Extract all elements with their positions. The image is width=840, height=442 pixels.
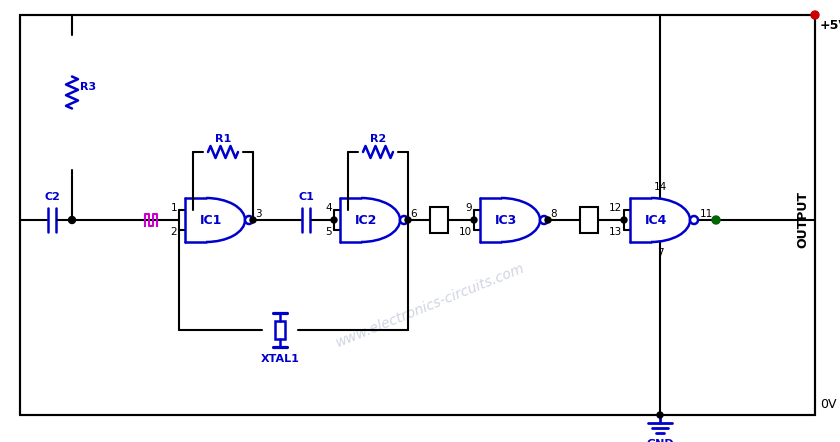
Text: 6: 6 bbox=[410, 209, 417, 219]
Text: R1: R1 bbox=[215, 134, 231, 144]
Text: IC3: IC3 bbox=[495, 213, 517, 226]
Text: R2: R2 bbox=[370, 134, 386, 144]
Text: 12: 12 bbox=[609, 203, 622, 213]
Circle shape bbox=[405, 217, 411, 223]
Circle shape bbox=[712, 216, 720, 224]
Circle shape bbox=[690, 216, 698, 224]
Text: 13: 13 bbox=[609, 227, 622, 237]
Text: 10: 10 bbox=[459, 227, 472, 237]
Text: 11: 11 bbox=[700, 209, 713, 219]
Circle shape bbox=[69, 217, 76, 224]
Circle shape bbox=[540, 216, 548, 224]
Text: 0V: 0V bbox=[820, 398, 837, 411]
Text: 3: 3 bbox=[255, 209, 261, 219]
Text: 4: 4 bbox=[325, 203, 332, 213]
Circle shape bbox=[331, 217, 337, 223]
Text: IC4: IC4 bbox=[645, 213, 667, 226]
Bar bbox=[275, 321, 285, 339]
Circle shape bbox=[250, 217, 256, 223]
Text: 7: 7 bbox=[657, 248, 664, 258]
Bar bbox=[580, 207, 598, 233]
Text: R3: R3 bbox=[80, 83, 96, 92]
Text: C2: C2 bbox=[44, 192, 60, 202]
Circle shape bbox=[621, 217, 627, 223]
Text: +5V: +5V bbox=[820, 19, 840, 32]
Text: XTAL1: XTAL1 bbox=[260, 354, 299, 364]
Text: 2: 2 bbox=[171, 227, 177, 237]
Text: C1: C1 bbox=[298, 192, 314, 202]
Circle shape bbox=[471, 217, 477, 223]
Text: OUTPUT: OUTPUT bbox=[796, 191, 810, 248]
Text: IC2: IC2 bbox=[354, 213, 377, 226]
Circle shape bbox=[400, 216, 408, 224]
Text: 9: 9 bbox=[465, 203, 472, 213]
Text: 1: 1 bbox=[171, 203, 177, 213]
Bar bbox=[430, 207, 448, 233]
Text: IC1: IC1 bbox=[200, 213, 223, 226]
Text: 14: 14 bbox=[654, 182, 667, 192]
Circle shape bbox=[657, 412, 663, 418]
Circle shape bbox=[545, 217, 551, 223]
Circle shape bbox=[811, 11, 819, 19]
Circle shape bbox=[245, 216, 253, 224]
Text: 8: 8 bbox=[550, 209, 557, 219]
Text: 5: 5 bbox=[325, 227, 332, 237]
Text: GND: GND bbox=[646, 439, 674, 442]
Text: www.electronics-circuits.com: www.electronics-circuits.com bbox=[333, 260, 527, 350]
